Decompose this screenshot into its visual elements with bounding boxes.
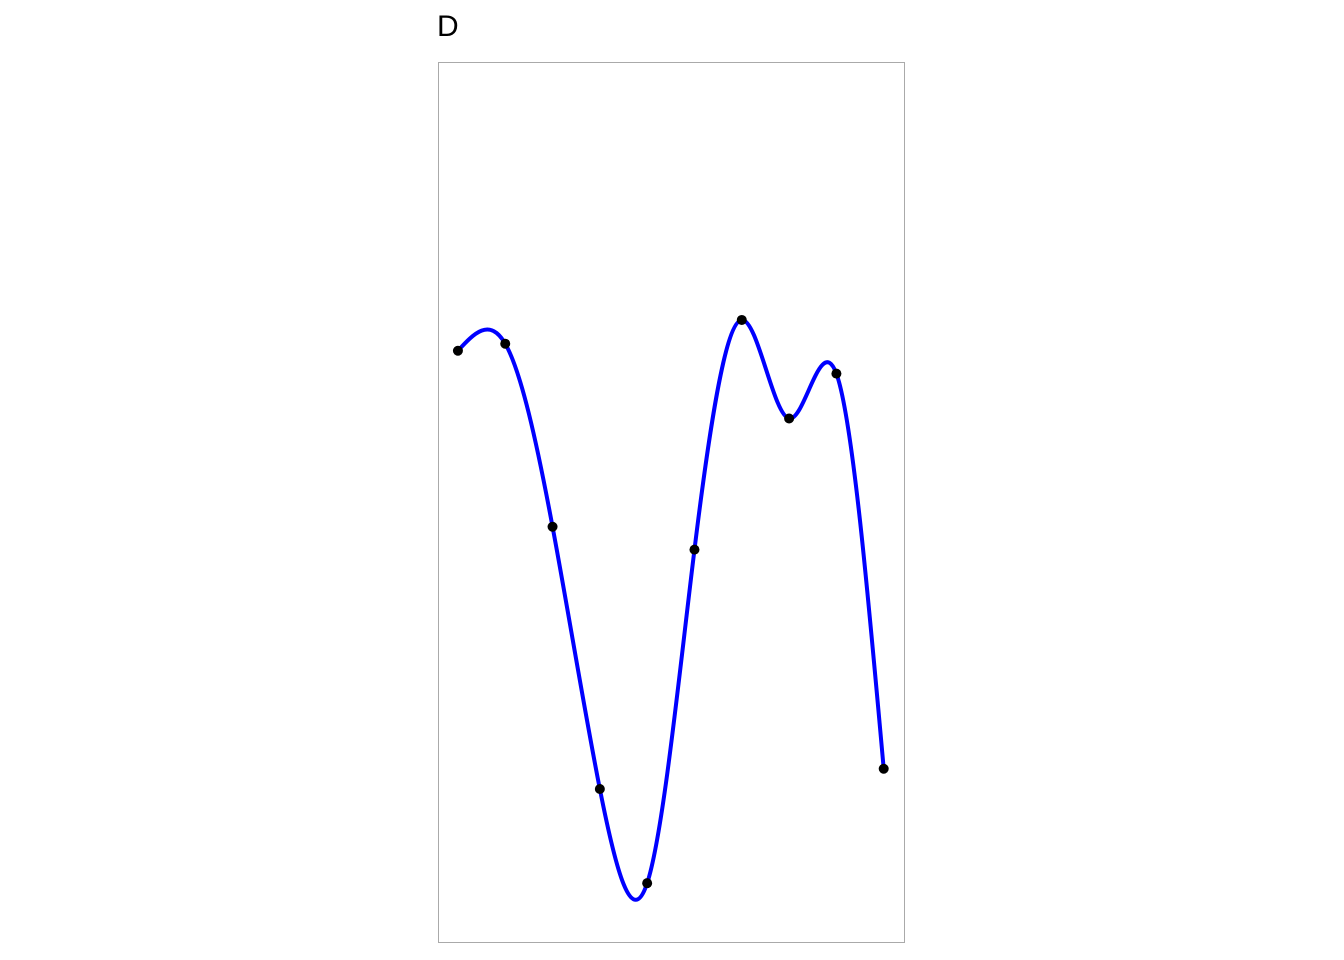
plot-frame [438,62,905,943]
point [642,878,653,889]
chart-title: D [437,10,459,43]
point [878,763,889,774]
point [784,413,795,424]
point [831,368,842,379]
point [689,544,700,555]
curve [456,317,886,902]
point [452,345,463,356]
point [500,338,511,349]
point [594,784,605,794]
point [547,521,558,532]
point [736,314,747,325]
